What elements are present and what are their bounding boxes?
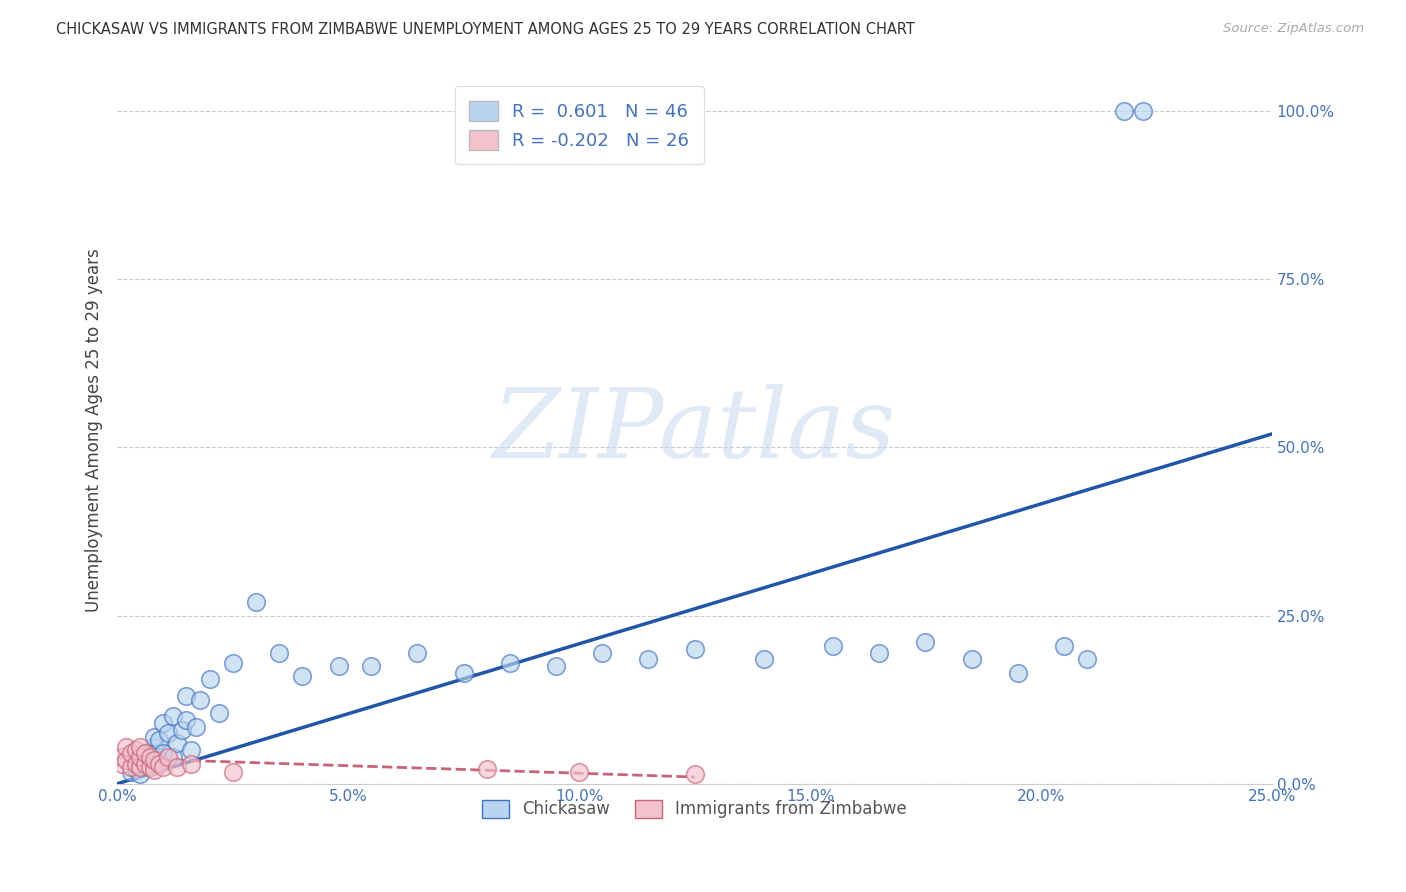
Text: Source: ZipAtlas.com: Source: ZipAtlas.com xyxy=(1223,22,1364,36)
Point xyxy=(115,753,138,767)
Point xyxy=(180,743,202,757)
Point xyxy=(111,756,134,771)
Point xyxy=(143,753,166,767)
Point xyxy=(166,760,188,774)
Point xyxy=(156,749,179,764)
Point xyxy=(156,726,179,740)
Point xyxy=(914,635,936,649)
Point xyxy=(170,723,193,737)
Point xyxy=(162,749,184,764)
Point xyxy=(1076,652,1098,666)
Point xyxy=(120,764,142,779)
Point xyxy=(180,756,202,771)
Point xyxy=(208,706,231,720)
Point xyxy=(453,665,475,680)
Point xyxy=(134,747,156,761)
Point xyxy=(129,766,152,780)
Point xyxy=(267,646,290,660)
Point xyxy=(245,595,267,609)
Point xyxy=(143,730,166,744)
Point xyxy=(1053,639,1076,653)
Point xyxy=(1007,665,1029,680)
Point xyxy=(143,739,166,754)
Point xyxy=(124,756,146,771)
Point xyxy=(143,764,166,778)
Point xyxy=(134,747,156,761)
Point xyxy=(134,756,156,771)
Point xyxy=(148,756,170,771)
Point xyxy=(176,713,198,727)
Point xyxy=(823,639,845,653)
Point xyxy=(591,646,613,660)
Point xyxy=(568,764,591,779)
Point xyxy=(152,760,174,774)
Point xyxy=(406,646,429,660)
Point xyxy=(166,736,188,750)
Point xyxy=(184,720,207,734)
Point xyxy=(328,659,350,673)
Point xyxy=(960,652,983,666)
Point xyxy=(176,690,198,704)
Text: ZIPatlas: ZIPatlas xyxy=(494,384,896,477)
Point xyxy=(360,659,382,673)
Point xyxy=(683,642,706,657)
Point xyxy=(115,739,138,754)
Point xyxy=(499,656,522,670)
Point xyxy=(138,760,160,774)
Point xyxy=(188,692,211,706)
Point xyxy=(148,733,170,747)
Point xyxy=(162,709,184,723)
Text: CHICKASAW VS IMMIGRANTS FROM ZIMBABWE UNEMPLOYMENT AMONG AGES 25 TO 29 YEARS COR: CHICKASAW VS IMMIGRANTS FROM ZIMBABWE UN… xyxy=(56,22,915,37)
Point xyxy=(198,673,221,687)
Point xyxy=(544,659,567,673)
Point xyxy=(111,749,134,764)
Point xyxy=(138,749,160,764)
Point xyxy=(1132,104,1154,119)
Point xyxy=(1112,104,1135,119)
Point xyxy=(124,743,146,757)
Point xyxy=(683,766,706,780)
Point xyxy=(124,762,146,776)
Y-axis label: Unemployment Among Ages 25 to 29 years: Unemployment Among Ages 25 to 29 years xyxy=(86,249,103,613)
Point xyxy=(120,760,142,774)
Point xyxy=(129,739,152,754)
Point xyxy=(120,747,142,761)
Point xyxy=(129,760,152,774)
Point xyxy=(291,669,314,683)
Point xyxy=(752,652,775,666)
Point xyxy=(148,753,170,767)
Point xyxy=(152,747,174,761)
Point xyxy=(138,760,160,774)
Point xyxy=(221,764,243,779)
Point xyxy=(868,646,890,660)
Legend: Chickasaw, Immigrants from Zimbabwe: Chickasaw, Immigrants from Zimbabwe xyxy=(475,793,914,825)
Point xyxy=(152,716,174,731)
Point xyxy=(637,652,659,666)
Point xyxy=(475,762,498,776)
Point xyxy=(129,749,152,764)
Point xyxy=(221,656,243,670)
